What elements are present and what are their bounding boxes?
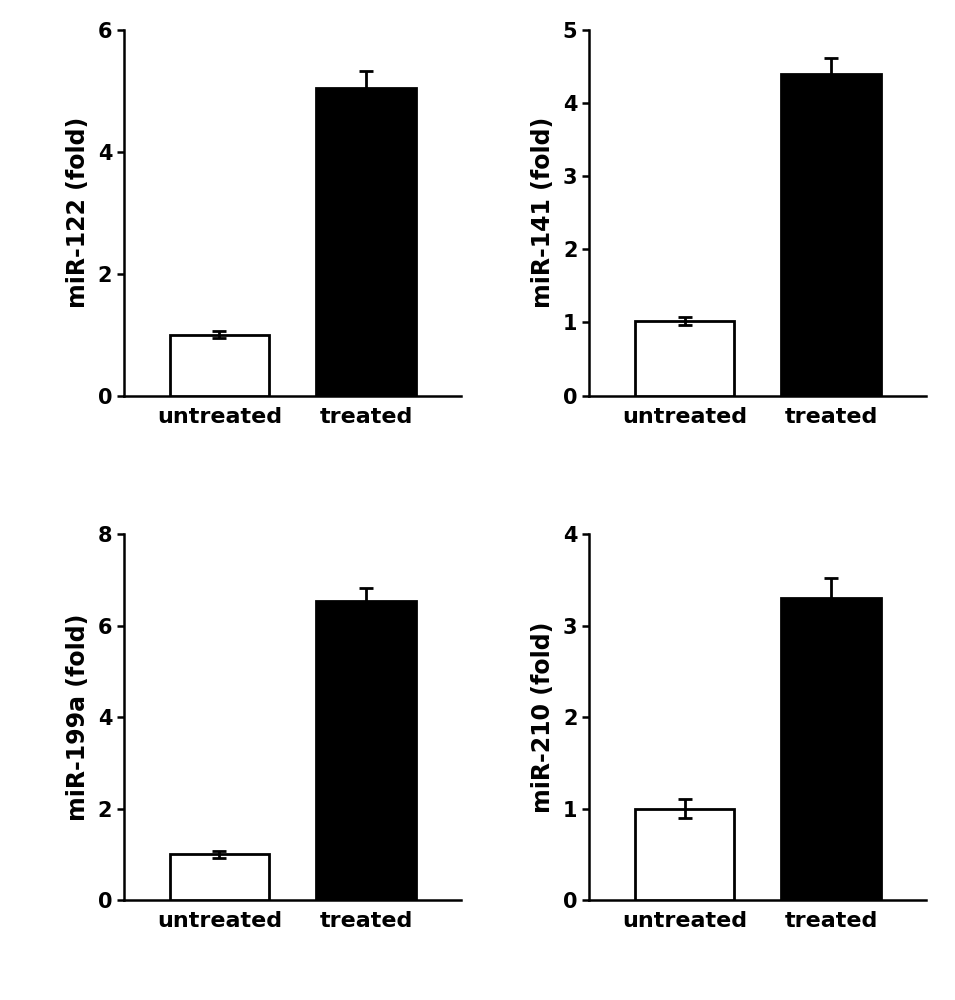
Bar [635,809,734,900]
Y-axis label: miR-141 (fold): miR-141 (fold) [531,117,555,308]
Bar [170,335,269,396]
Bar [170,854,269,900]
Bar [635,321,734,396]
Y-axis label: miR-199a (fold): miR-199a (fold) [66,614,90,821]
Bar [316,601,415,900]
Bar [781,74,881,396]
Bar [781,598,881,900]
Bar [316,88,415,396]
Y-axis label: miR-210 (fold): miR-210 (fold) [531,622,555,813]
Y-axis label: miR-122 (fold): miR-122 (fold) [66,117,90,308]
